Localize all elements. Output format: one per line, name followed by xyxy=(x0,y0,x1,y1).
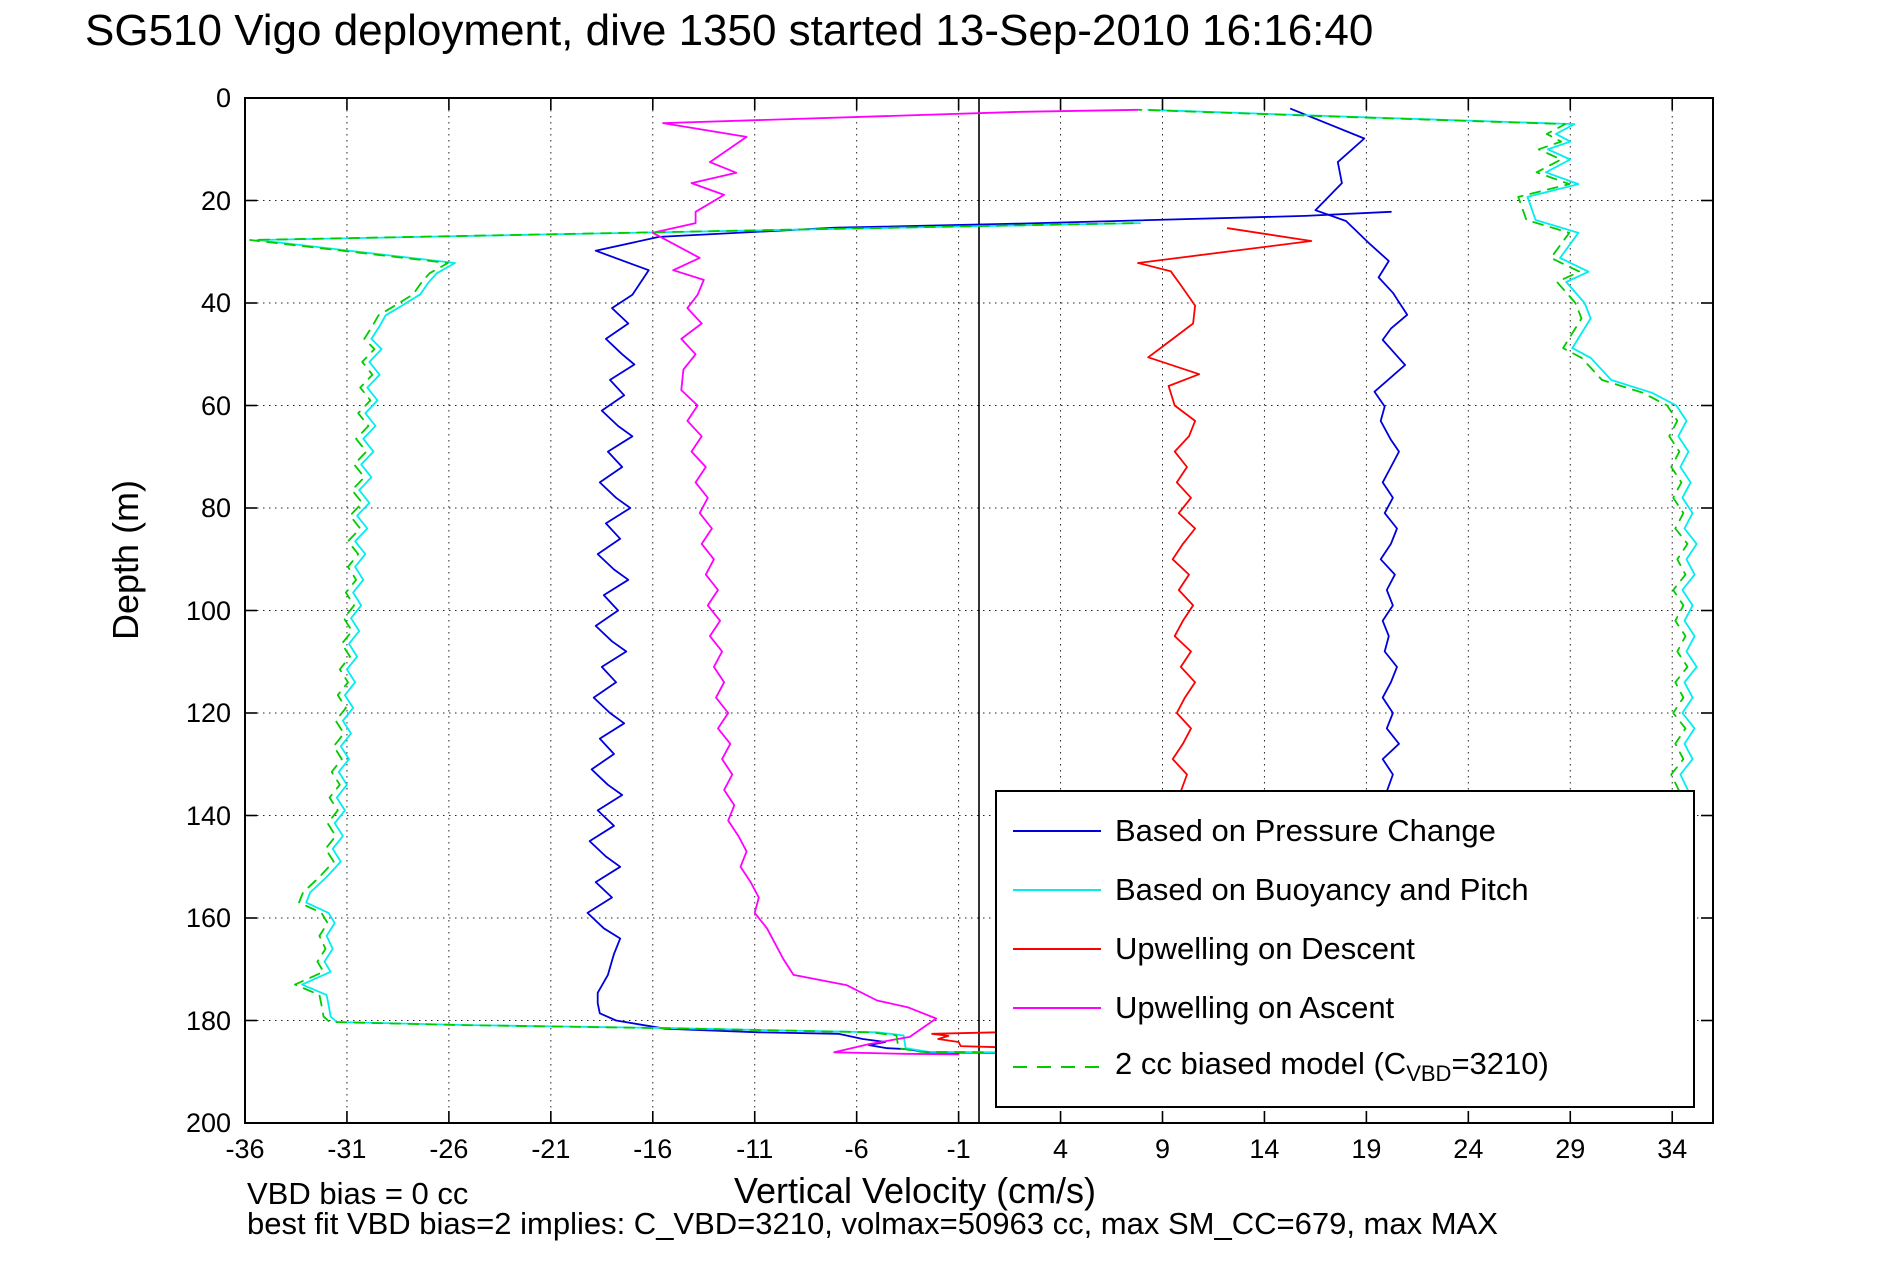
x-tick-label: 24 xyxy=(1453,1134,1484,1164)
legend-sample-line xyxy=(1013,830,1101,833)
legend-entry: Upwelling on Ascent xyxy=(997,981,1693,1035)
series-upwelling-descent xyxy=(1137,227,1313,793)
figure-title: SG510 Vigo deployment, dive 1350 started… xyxy=(85,6,1374,55)
x-tick-label: 34 xyxy=(1657,1134,1688,1164)
best-fit-annotation: best fit VBD bias=2 implies: C_VBD=3210,… xyxy=(247,1206,1498,1241)
series-pressure-descent xyxy=(586,210,1392,1054)
x-tick-label: -21 xyxy=(531,1134,571,1164)
x-tick-label: -11 xyxy=(736,1134,774,1164)
y-tick-label: 140 xyxy=(185,800,231,831)
x-tick-label: -6 xyxy=(844,1134,869,1164)
x-tick-label: -36 xyxy=(225,1134,265,1164)
legend-entry-label: Based on Pressure Change xyxy=(1115,813,1496,849)
y-axis-label: Depth (m) xyxy=(105,479,146,640)
y-tick-label: 120 xyxy=(185,698,231,728)
legend-box: Based on Pressure Change Based on Buoyanc… xyxy=(995,790,1695,1108)
x-tick-label: -16 xyxy=(633,1134,673,1164)
x-tick-label: -26 xyxy=(429,1134,469,1164)
x-tick-label: 14 xyxy=(1249,1134,1280,1164)
x-tick-label: 9 xyxy=(1154,1134,1171,1164)
y-tick-label: 40 xyxy=(200,288,231,318)
y-tick-label: 0 xyxy=(215,83,231,113)
y-tick-label: 180 xyxy=(185,1005,231,1036)
y-tick-label: 160 xyxy=(185,903,231,933)
series-buoyancy-descent xyxy=(256,222,1141,1054)
series-buoyancy-ascent xyxy=(1147,108,1698,793)
y-tick-label: 60 xyxy=(200,390,231,421)
series-pressure-ascent xyxy=(1290,107,1409,793)
x-tick-label: 19 xyxy=(1351,1134,1382,1164)
legend-entry-label: Upwelling on Descent xyxy=(1115,930,1415,966)
x-axis-label: Vertical Velocity (cm/s) xyxy=(733,1170,1097,1211)
legend-sample-line xyxy=(1013,947,1101,950)
legend-entry-label: Based on Buoyancy and Pitch xyxy=(1115,872,1529,908)
x-tick-label: 29 xyxy=(1555,1134,1586,1164)
x-tick-label: -1 xyxy=(946,1134,971,1164)
y-tick-label: 20 xyxy=(200,185,231,216)
series-model-ascent xyxy=(1138,108,1689,793)
legend-sample-line xyxy=(1013,1006,1101,1009)
series-upwelling-ascent xyxy=(651,108,1139,1056)
series-model-descent xyxy=(249,222,1134,1054)
series-upwelling-descent-bottom xyxy=(931,1031,999,1049)
legend-sample-line xyxy=(1013,889,1101,892)
legend-entry-label: Upwelling on Ascent xyxy=(1115,989,1395,1025)
y-tick-label: 200 xyxy=(185,1108,231,1138)
legend-entry: Based on Buoyancy and Pitch xyxy=(997,863,1693,917)
legend-entry: Based on Pressure Change xyxy=(997,804,1693,858)
legend-entry: Upwelling on Descent xyxy=(997,922,1693,976)
legend-entry: 2 cc biased model (CVBD=3210) xyxy=(997,1040,1693,1094)
y-tick-label: 80 xyxy=(200,493,231,523)
x-tick-label: -31 xyxy=(327,1134,367,1164)
x-tick-label: 4 xyxy=(1053,1134,1069,1164)
legend-sample-line xyxy=(1013,1065,1101,1068)
y-tick-label: 100 xyxy=(185,595,231,626)
vbd-bias-annotation: VBD bias = 0 cc xyxy=(247,1176,469,1211)
legend-entry-label: 2 cc biased model (CVBD=3210) xyxy=(1115,1045,1549,1087)
